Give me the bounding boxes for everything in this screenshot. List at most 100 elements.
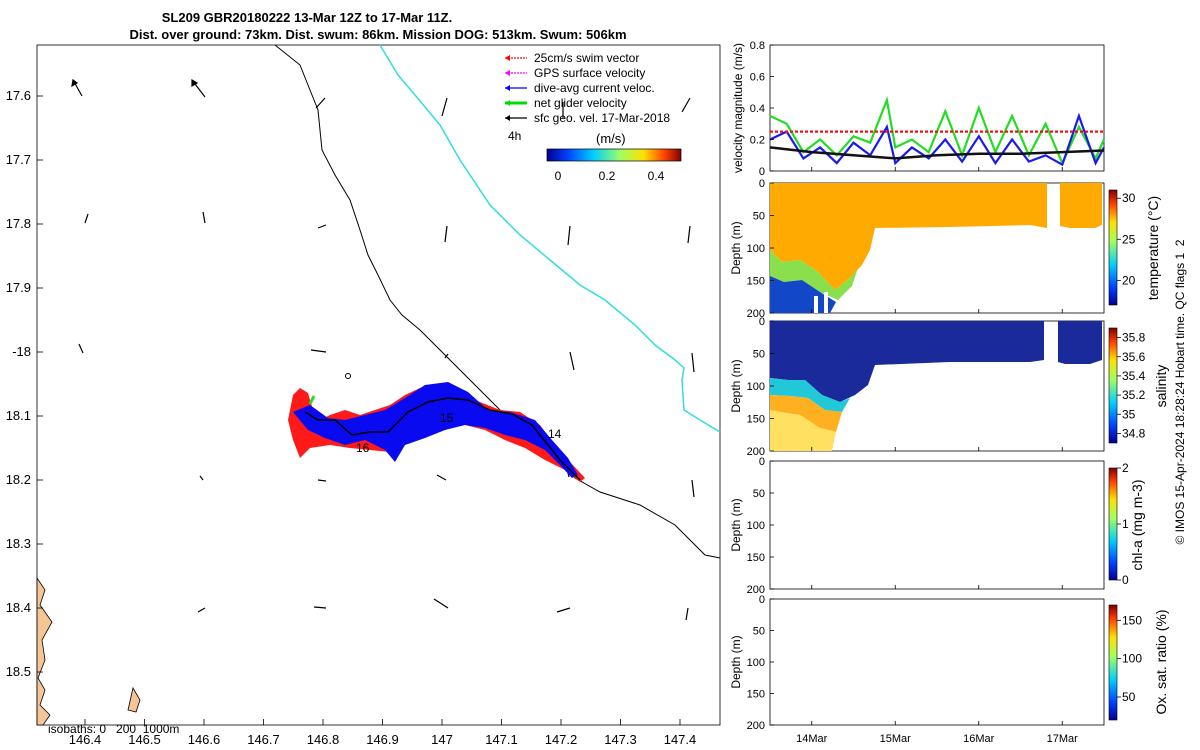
colorbar-tick-label: 0	[1122, 573, 1129, 587]
map-x-ticks: 146.4 146.5 146.6 146.7 146.8 146.9 147 147.1 14…	[69, 719, 697, 747]
legend-label: sfc geo. vel. 17-Mar-2018	[534, 111, 670, 125]
colorbar-tick-label: 100	[1122, 652, 1142, 666]
velocity-y-tick-label: 0	[759, 166, 765, 178]
salinity-field-surface	[770, 321, 1044, 402]
depth-tick-label: 200	[747, 720, 765, 732]
swim-vector-swath	[288, 388, 585, 482]
depth-tick-label: 0	[759, 316, 765, 328]
map-x-tick-label: 146.7	[247, 732, 280, 747]
map-y-tick-label: 17.8	[6, 216, 31, 231]
chl-colorbar	[1108, 467, 1118, 581]
colorbar-tick-label: 50	[1122, 690, 1136, 704]
title-line-2: Dist. over ground: 73km. Dist. swum: 86k…	[129, 27, 626, 42]
map-y-tick-label: 18.2	[6, 472, 31, 487]
velocity-y-tick-label: 0.6	[750, 72, 765, 84]
chl-panel: Depth (m) chl-a (mg m-3)	[729, 460, 1145, 590]
colorbar-unit-label: (m/s)	[596, 131, 626, 146]
depth-tick-label: 100	[747, 520, 765, 532]
time-tick-label: 15Mar	[880, 733, 912, 745]
depth-tick-label: 100	[747, 657, 765, 669]
colorbar-tick: 0.4	[648, 169, 665, 183]
map-frame	[36, 44, 721, 726]
velocity-y-tick-label: 0.2	[750, 135, 765, 147]
depth-tick-label: 50	[753, 488, 765, 500]
salinity-field-mid	[770, 378, 850, 412]
salinity-field-high	[770, 395, 842, 432]
temperature-field-surface-b	[1060, 183, 1102, 228]
map-y-tick-label: -18	[12, 344, 31, 359]
map-y-tick-label: 18.3	[6, 536, 31, 551]
chl-clabel: chl-a (mg m-3)	[1129, 479, 1145, 570]
legend-arrowhead	[505, 85, 510, 91]
isobaths-note: isobaths: 0 200 1000m	[48, 722, 179, 736]
depth-tick-label: 50	[753, 211, 765, 223]
glider-track	[304, 397, 581, 481]
depth-label: Depth (m)	[729, 359, 743, 412]
legend-arrowhead	[505, 70, 510, 76]
colorbar-tick-label: 35.8	[1122, 331, 1146, 345]
velocity-ylabel: velocity magnitude (m/s)	[731, 43, 745, 173]
depth-tick-label: 200	[747, 446, 765, 458]
oxygen-axes	[769, 598, 1105, 726]
depth-ticks: 0501001502000501001502000501001502000501…	[747, 178, 774, 732]
colorbar-tick-label: 25	[1122, 232, 1136, 246]
colorbar-tick-label: 35	[1122, 407, 1136, 421]
temperature-panel: Depth (m) temperature (°C)	[729, 182, 1161, 314]
map-x-tick-label: 146.8	[307, 732, 340, 747]
map-y-tick-label: 18.4	[6, 600, 31, 615]
colorbar-tick: 0.2	[599, 169, 616, 183]
temperature-clabel: temperature (°C)	[1145, 196, 1161, 300]
time-tick-label: 17Mar	[1047, 733, 1079, 745]
time-tick-label: 16Mar	[963, 733, 995, 745]
map-x-tick-label: 147	[431, 732, 453, 747]
colorbar-tick-label: 20	[1122, 273, 1136, 287]
interval-label: 4h	[508, 129, 521, 143]
colorbar-tick-label: 35.6	[1122, 350, 1146, 364]
colorbar-ticks: 20 25 30 34.8 35 35.2 35.4 35.6 35.8 0 1 2 50 100 150	[1117, 191, 1146, 704]
temperature-field-mid	[770, 250, 858, 300]
colorbar-tick-label: 150	[1122, 613, 1142, 627]
depth-label: Depth (m)	[729, 498, 743, 551]
depth-tick-label: 150	[747, 552, 765, 564]
depth-tick-label: 50	[753, 349, 765, 361]
legend-arrowhead	[505, 115, 510, 121]
map-x-tick-label: 146.5	[128, 732, 161, 747]
map-y-ticks: 17.6 17.7 17.8 17.9 -18 18.1 18.2 18.3 18.4 18.5	[6, 88, 43, 679]
map-y-tick-label: 18.1	[6, 408, 31, 423]
island-patch	[127, 686, 141, 713]
velocity-series-line	[769, 146, 1105, 160]
net-glider-velocity	[308, 395, 316, 405]
time-tick-label: 14Mar	[796, 733, 828, 745]
depth-tick-label: 0	[759, 178, 765, 190]
depth-tick-label: 150	[747, 414, 765, 426]
salinity-field-deep	[770, 410, 836, 451]
map-x-tick-label: 147.3	[604, 732, 637, 747]
salinity-panel: Depth (m) salinity	[729, 320, 1169, 452]
map-y-tick-label: 17.9	[6, 280, 31, 295]
depth-tick-label: 0	[759, 456, 765, 468]
track-map: 146.4 146.5 146.6 146.7 146.8 146.9 147 147.1 14…	[6, 44, 721, 747]
depth-label: Depth (m)	[729, 635, 743, 688]
depth-tick-label: 200	[747, 308, 765, 320]
chl-axes	[769, 460, 1105, 590]
colorbar-tick: 0	[555, 169, 562, 183]
map-colorbar	[546, 148, 682, 162]
temperature-field-deep	[770, 276, 836, 313]
legend-arrowhead	[505, 100, 510, 106]
oxygen-colorbar	[1108, 604, 1118, 721]
velocity-panel: 0 0.2 0.4 0.6 0.8 velocity magnitude (m/s)	[731, 40, 1106, 178]
map-x-tick-label: 146.9	[366, 732, 399, 747]
dive-avg-current-swath	[293, 382, 578, 478]
salinity-clabel: salinity	[1153, 365, 1169, 408]
colorbar-tick-label: 1	[1122, 517, 1129, 531]
map-x-tick-label: 147.4	[664, 732, 697, 747]
footer-credit: © IMOS 15-Apr-2024 18:28:24 Hobart time.…	[1173, 239, 1187, 544]
depth-label: Depth (m)	[729, 221, 743, 274]
isobath-1000m	[379, 44, 721, 433]
salinity-field-surface-b	[1058, 321, 1102, 364]
isobath-200m	[274, 44, 721, 559]
depth-tick-label: 150	[747, 689, 765, 701]
velocity-y-tick-label: 0.4	[750, 103, 765, 115]
depth-tick-label: 50	[753, 626, 765, 638]
